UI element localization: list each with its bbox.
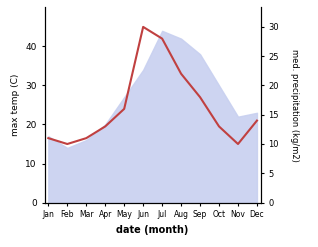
X-axis label: date (month): date (month)	[116, 225, 189, 235]
Y-axis label: med. precipitation (kg/m2): med. precipitation (kg/m2)	[290, 49, 299, 161]
Y-axis label: max temp (C): max temp (C)	[11, 74, 20, 136]
